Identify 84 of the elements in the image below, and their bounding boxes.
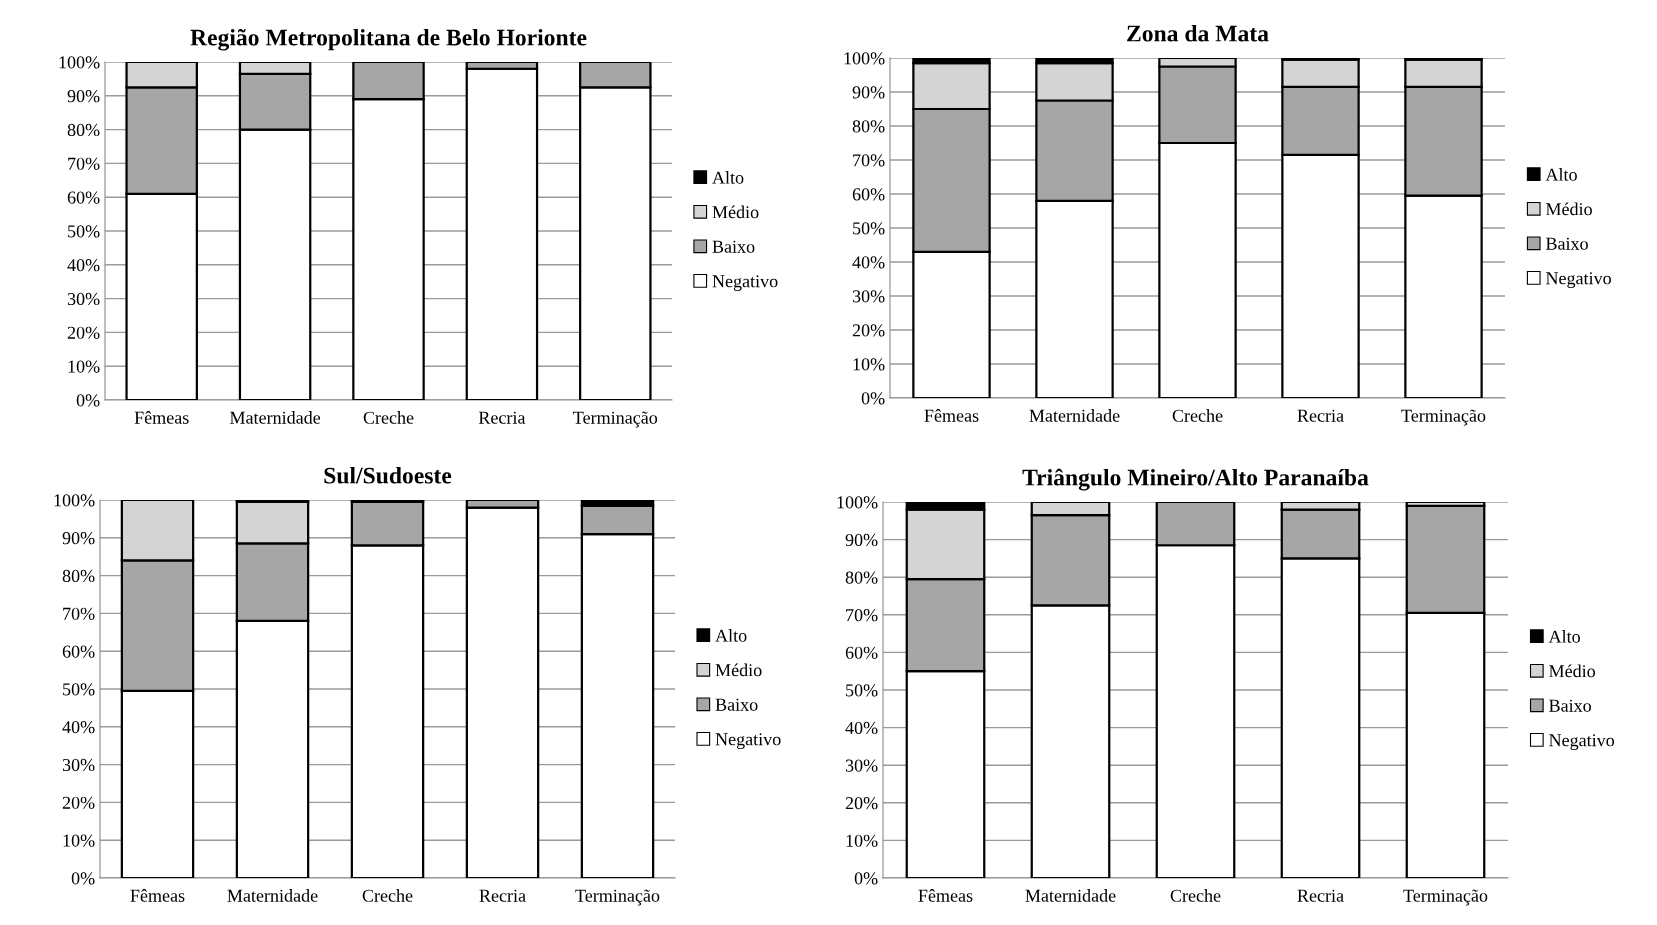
y-tick-label: 20% <box>852 324 885 337</box>
x-tick-label: Recria <box>478 411 526 424</box>
x-tick-label: Creche <box>363 411 414 424</box>
x-tick-label: Recria <box>479 889 526 902</box>
y-tick-label: 80% <box>67 123 100 137</box>
y-tick-label: 50% <box>68 225 100 238</box>
legend-label: Negativo <box>712 275 778 292</box>
legend-label: Baixo <box>1549 699 1591 712</box>
y-tick-label: 100% <box>844 52 885 65</box>
legend-label: Médio <box>712 205 759 219</box>
y-tick-label: 0% <box>861 392 885 405</box>
y-tick-label: 60% <box>852 188 885 201</box>
chart-title: Região Metropolitana de Belo Horionte <box>190 28 587 51</box>
legend-label: Alto <box>1545 168 1577 181</box>
y-tick-label: 80% <box>852 120 885 133</box>
y-tick-label: 90% <box>852 86 885 99</box>
y-tick-label: 0% <box>76 394 100 407</box>
y-tick-label: 40% <box>62 721 95 734</box>
chart-title: Zona da Mata <box>1127 24 1269 42</box>
y-tick-label: 80% <box>62 569 95 583</box>
x-tick-label: Fêmeas <box>134 411 189 424</box>
y-tick-label: 50% <box>846 684 878 697</box>
x-tick-label: Recria <box>1297 409 1344 422</box>
legend-label: Baixo <box>1545 237 1588 250</box>
x-tick-label: Maternidade <box>230 411 321 424</box>
x-tick-label: Fêmeas <box>924 409 979 422</box>
x-tick-label: Terminação <box>1401 409 1486 426</box>
x-tick-label: Maternidade <box>1025 889 1116 902</box>
y-tick-label: 90% <box>67 90 100 103</box>
y-tick-label: 70% <box>63 607 95 620</box>
legend-label: Alto <box>1548 630 1580 643</box>
y-tick-label: 50% <box>63 683 95 696</box>
y-tick-label: 20% <box>67 326 100 339</box>
y-tick-label: 60% <box>67 191 100 204</box>
chart-title: Triângulo Mineiro/Alto Paranaíba <box>1022 468 1369 491</box>
y-tick-label: 40% <box>852 256 885 269</box>
y-tick-label: 10% <box>68 360 100 373</box>
legend-label: Negativo <box>1545 272 1611 289</box>
y-tick-label: 40% <box>67 259 100 272</box>
chart-title: Sul/Sudoeste <box>324 466 452 484</box>
legend-label: Negativo <box>715 733 781 750</box>
legend-label: Baixo <box>712 240 755 253</box>
y-tick-label: 90% <box>845 533 878 547</box>
y-tick-label: 20% <box>62 796 95 809</box>
y-tick-label: 100% <box>837 496 878 509</box>
y-tick-label: 10% <box>63 834 95 847</box>
y-tick-label: 100% <box>59 56 100 69</box>
x-tick-label: Fêmeas <box>130 889 185 902</box>
x-tick-label: Maternidade <box>1029 409 1120 422</box>
x-tick-label: Creche <box>362 889 413 902</box>
y-tick-label: 80% <box>845 571 878 584</box>
x-tick-label: Terminação <box>573 411 658 428</box>
y-tick-label: 40% <box>845 721 878 735</box>
y-tick-label: 30% <box>845 759 878 772</box>
y-tick-label: 30% <box>852 290 885 303</box>
y-tick-label: 70% <box>846 609 878 622</box>
x-tick-label: Terminação <box>1403 889 1488 906</box>
y-tick-label: 60% <box>62 645 95 658</box>
y-tick-label: 10% <box>846 834 878 847</box>
y-tick-label: 20% <box>845 797 878 810</box>
x-tick-label: Creche <box>1172 409 1223 422</box>
y-tick-label: 30% <box>62 758 95 772</box>
x-tick-label: Creche <box>1170 889 1221 902</box>
x-tick-label: Terminação <box>575 889 660 906</box>
y-tick-label: 30% <box>67 292 100 306</box>
y-tick-label: 0% <box>854 872 878 885</box>
legend-label: Médio <box>1549 664 1596 678</box>
y-tick-label: 70% <box>853 154 885 167</box>
legend-label: Médio <box>715 663 762 677</box>
legend-label: Alto <box>712 171 744 184</box>
legend-label: Baixo <box>715 698 758 711</box>
y-tick-label: 70% <box>68 157 100 170</box>
legend-label: Médio <box>1545 202 1592 216</box>
x-tick-label: Maternidade <box>227 889 318 902</box>
y-tick-label: 60% <box>845 646 878 659</box>
y-tick-label: 100% <box>54 494 95 507</box>
y-tick-label: 10% <box>853 358 885 371</box>
legend-label: Negativo <box>1549 734 1615 751</box>
y-tick-label: 50% <box>853 222 885 235</box>
y-tick-label: 90% <box>62 532 95 545</box>
x-tick-label: Recria <box>1297 889 1344 902</box>
x-tick-label: Fêmeas <box>918 889 973 902</box>
y-tick-label: 0% <box>71 872 95 885</box>
legend-label: Alto <box>715 629 747 642</box>
